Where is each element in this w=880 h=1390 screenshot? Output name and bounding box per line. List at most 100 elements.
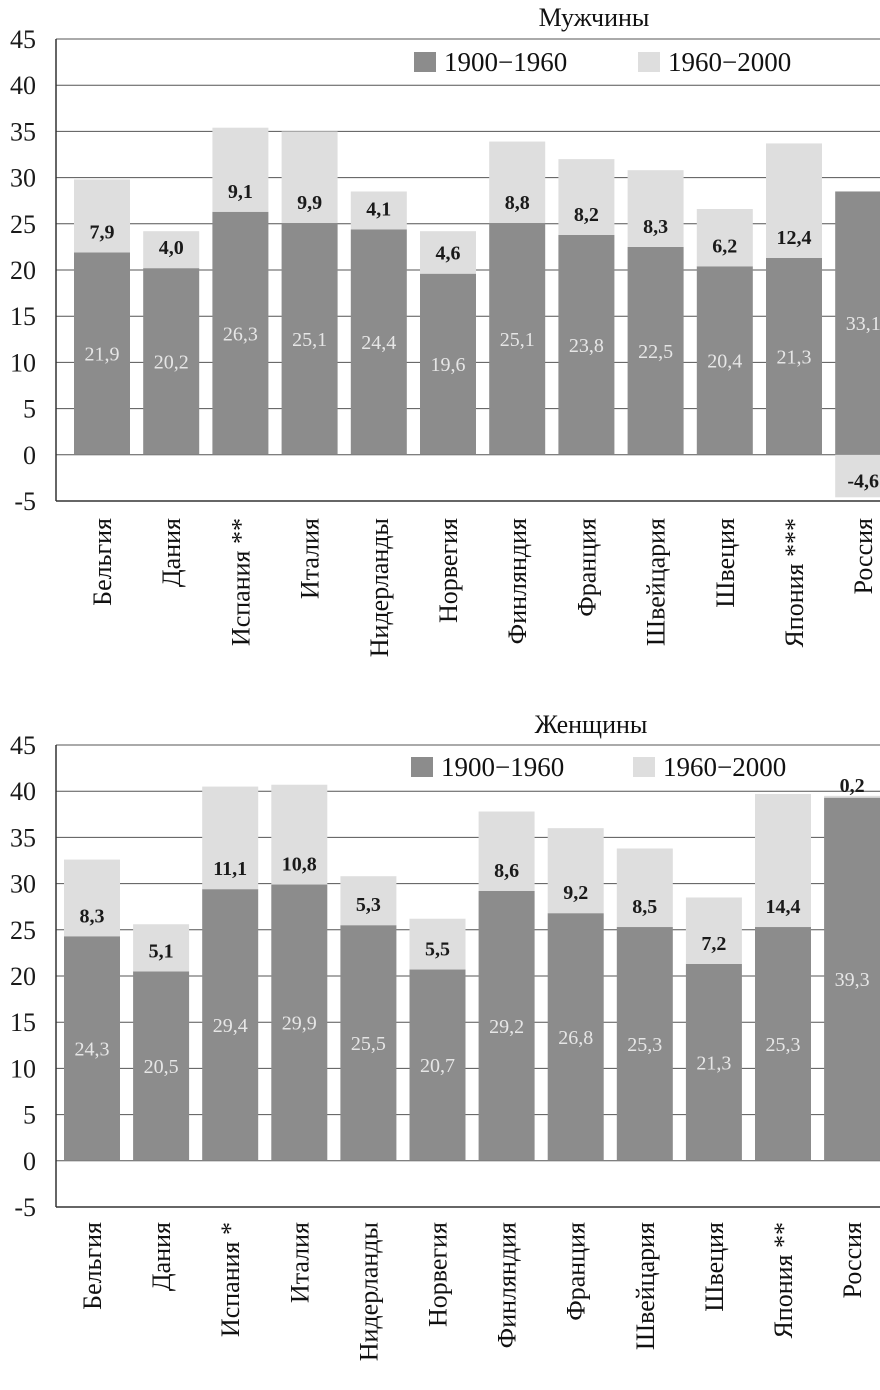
y-tick-label: -5 xyxy=(14,487,36,516)
data-label-1960-2000: 4,6 xyxy=(436,243,461,265)
legend-swatch-1900-1960 xyxy=(414,52,436,72)
bar-1900-1960 xyxy=(558,234,615,455)
legend: 1900−1960 1960−2000 xyxy=(411,752,786,782)
legend-swatch-1900-1960 xyxy=(411,757,433,777)
bar-1960-2000 xyxy=(685,897,742,964)
data-label-1900-1960: 22,5 xyxy=(638,341,673,363)
chart-title: Мужчины xyxy=(539,3,650,32)
bar-1960-2000 xyxy=(835,454,880,498)
y-tick-label: 10 xyxy=(10,348,36,377)
y-tick-label: 45 xyxy=(10,731,36,760)
data-label-1900-1960: 26,8 xyxy=(558,1027,593,1049)
category-label: Дания xyxy=(157,518,186,587)
bar-1960-2000 xyxy=(281,131,338,223)
data-label-1900-1960: 25,5 xyxy=(351,1033,386,1055)
bar-1900-1960 xyxy=(74,252,130,455)
legend-label-1900-1960: 1900−1960 xyxy=(444,47,567,77)
data-label-1900-1960: 20,2 xyxy=(154,351,189,373)
y-tick-label: 30 xyxy=(10,870,36,899)
legend-label-1900-1960: 1900−1960 xyxy=(441,752,564,782)
data-label-1900-1960: 20,4 xyxy=(707,351,742,373)
bar-1960-2000 xyxy=(478,811,535,891)
bar-1960-2000 xyxy=(547,828,604,914)
y-tick-label: 25 xyxy=(10,916,36,945)
y-tick-label: 45 xyxy=(10,25,36,54)
bar-1900-1960 xyxy=(696,266,753,455)
bar-1900-1960 xyxy=(271,884,328,1161)
data-label-1900-1960: 33,1 xyxy=(846,313,880,335)
data-label-1960-2000: 9,1 xyxy=(228,181,253,203)
bar-1960-2000 xyxy=(766,143,822,258)
bar-1900-1960 xyxy=(133,971,190,1161)
category-label: Россия xyxy=(838,1222,867,1298)
bar-1900-1960 xyxy=(627,246,684,455)
legend-swatch-1960-2000 xyxy=(638,52,660,72)
data-label-1900-1960: 25,3 xyxy=(627,1034,662,1056)
data-label-1960-2000: 4,1 xyxy=(366,198,391,220)
category-label: Швейцария xyxy=(631,1222,660,1350)
bar-1900-1960 xyxy=(420,273,476,455)
data-label-1960-2000: 8,5 xyxy=(632,896,657,918)
category-label: Нидерланды xyxy=(365,518,394,657)
bar-1960-2000 xyxy=(420,231,476,274)
data-label-1960-2000: -4,6 xyxy=(847,470,879,492)
category-label: Франция xyxy=(562,1222,591,1321)
y-tick-label: 15 xyxy=(10,1008,36,1037)
category-label: Швеция xyxy=(711,518,740,608)
data-label-1960-2000: 8,3 xyxy=(643,216,668,238)
bar-1900-1960 xyxy=(212,211,269,455)
category-label: Дания xyxy=(147,1222,176,1291)
bar-1900-1960 xyxy=(685,963,742,1161)
data-label-1960-2000: 10,8 xyxy=(282,854,317,876)
data-label-1960-2000: 8,6 xyxy=(494,860,519,882)
bar-1900-1960 xyxy=(824,797,880,1161)
legend-label-1960-2000: 1960−2000 xyxy=(663,752,786,782)
data-label-1900-1960: 29,2 xyxy=(489,1016,524,1038)
data-label-1960-2000: 5,5 xyxy=(425,939,450,961)
category-label: Норвегия xyxy=(424,1222,453,1327)
category-label: Швеция xyxy=(700,1222,729,1312)
bar-1960-2000 xyxy=(627,170,684,247)
y-tick-label: 20 xyxy=(10,962,36,991)
bar-1900-1960 xyxy=(350,229,407,455)
legend: 1900−1960 1960−2000 xyxy=(414,47,791,77)
bar-1960-2000 xyxy=(74,179,130,253)
y-tick-label: 5 xyxy=(23,1101,36,1130)
data-label-1960-2000: 4,0 xyxy=(159,237,184,259)
category-label: Италия xyxy=(285,1222,314,1303)
category-label: Франция xyxy=(572,518,601,617)
data-label-1960-2000: 6,2 xyxy=(712,235,737,257)
category-label: Нидерланды xyxy=(354,1222,383,1361)
data-label-1900-1960: 20,5 xyxy=(144,1056,179,1078)
y-tick-label: 0 xyxy=(23,1147,36,1176)
data-label-1900-1960: 24,4 xyxy=(361,332,396,354)
data-label-1900-1960: 23,8 xyxy=(569,335,604,357)
bar-1960-2000 xyxy=(143,231,200,269)
bar-1960-2000 xyxy=(824,795,880,798)
data-label-1960-2000: 12,4 xyxy=(777,227,812,249)
data-label-1900-1960: 25,1 xyxy=(500,329,535,351)
data-label-1960-2000: 7,2 xyxy=(701,933,726,955)
data-label-1960-2000: 5,3 xyxy=(356,894,381,916)
y-tick-label: 35 xyxy=(10,117,36,146)
category-label: Норвегия xyxy=(434,518,463,623)
bar-1900-1960 xyxy=(755,927,811,1161)
category-label: Финляндия xyxy=(503,518,532,644)
bar-1960-2000 xyxy=(558,159,615,235)
bar-1900-1960 xyxy=(281,222,338,455)
category-label: Испания * xyxy=(216,1222,245,1337)
data-label-1960-2000: 8,3 xyxy=(80,905,105,927)
y-tick-label: 25 xyxy=(10,210,36,239)
y-tick-label: 0 xyxy=(23,441,36,470)
bar-1960-2000 xyxy=(340,876,397,926)
data-label-1960-2000: 0,2 xyxy=(840,775,865,797)
bar-1960-2000 xyxy=(616,848,673,928)
category-label: Швейцария xyxy=(642,518,671,646)
category-label: Италия xyxy=(296,518,325,599)
bar-1960-2000 xyxy=(350,191,407,230)
y-tick-label: 15 xyxy=(10,302,36,331)
bar-1960-2000 xyxy=(755,793,811,928)
bar-1900-1960 xyxy=(143,268,200,455)
data-label-1960-2000: 5,1 xyxy=(149,940,174,962)
data-label-1900-1960: 29,4 xyxy=(213,1015,248,1037)
